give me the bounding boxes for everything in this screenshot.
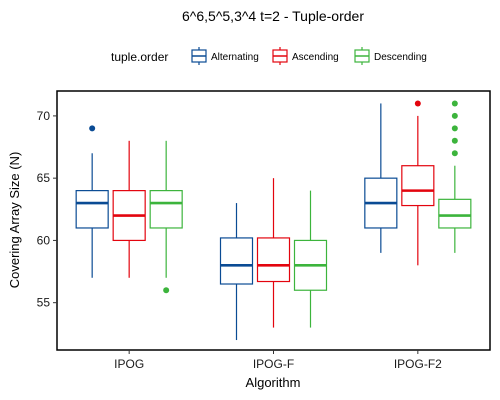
chart-title: 6^6,5^5,3^4 t=2 - Tuple-order xyxy=(182,8,364,24)
y-axis: 55 60 65 70 xyxy=(37,109,57,310)
box-ascending-ipog xyxy=(112,140,146,278)
legend-label-descending: Descending xyxy=(374,52,427,63)
outlier-point xyxy=(89,125,96,132)
legend-key-descending xyxy=(354,47,370,65)
legend-label-ascending: Ascending xyxy=(292,52,339,63)
box-ascending-ipog-f xyxy=(256,178,291,328)
series-descending xyxy=(149,100,472,328)
box-body xyxy=(149,190,183,229)
series-alternating xyxy=(75,103,398,341)
outlier-point xyxy=(451,100,458,107)
box-alternating-ipog-f xyxy=(219,203,254,341)
outlier-point xyxy=(451,137,458,144)
series-ascending xyxy=(112,100,435,328)
x-tick-label-IPOG-F2: IPOG-F2 xyxy=(394,357,442,371)
outlier-point xyxy=(451,125,458,132)
legend-item-alternating: Alternating xyxy=(191,47,259,65)
x-axis-title: Algorithm xyxy=(246,375,301,390)
box-descending-ipog-f xyxy=(293,190,328,328)
box-descending-ipog-f2 xyxy=(438,100,472,253)
outlier-point xyxy=(451,150,458,157)
box-alternating-ipog xyxy=(75,125,109,278)
y-axis-title: Covering Array Size (N) xyxy=(7,152,22,289)
x-axis: IPOG IPOG-F IPOG-F2 xyxy=(114,350,442,371)
box-body xyxy=(256,237,291,283)
outlier-point xyxy=(163,287,170,294)
outlier-point xyxy=(451,112,458,119)
legend: tuple.order Alternating Ascending Descendi… xyxy=(111,47,427,65)
x-tick-label-IPOG: IPOG xyxy=(114,357,144,371)
y-tick-label-70: 70 xyxy=(37,109,51,123)
legend-items: Alternating Ascending Descending xyxy=(191,47,427,65)
box-descending-ipog xyxy=(149,140,183,294)
legend-label-alternating: Alternating xyxy=(211,52,259,63)
box-ascending-ipog-f2 xyxy=(401,100,435,266)
legend-title: tuple.order xyxy=(111,50,168,64)
box-body xyxy=(438,198,472,229)
y-tick-label-55: 55 xyxy=(37,296,51,310)
legend-item-descending: Descending xyxy=(354,47,427,65)
y-tick-label-65: 65 xyxy=(37,171,51,185)
plot-marks xyxy=(75,100,472,341)
box-alternating-ipog-f2 xyxy=(364,103,398,253)
box-body xyxy=(219,237,254,285)
outlier-point xyxy=(414,100,421,107)
legend-item-ascending: Ascending xyxy=(272,47,339,65)
box-body xyxy=(75,190,109,229)
legend-key-ascending xyxy=(272,47,288,65)
y-tick-label-60: 60 xyxy=(37,233,51,247)
legend-key-alternating xyxy=(191,47,207,65)
box-body xyxy=(401,165,435,207)
x-tick-label-IPOG-F: IPOG-F xyxy=(253,357,294,371)
